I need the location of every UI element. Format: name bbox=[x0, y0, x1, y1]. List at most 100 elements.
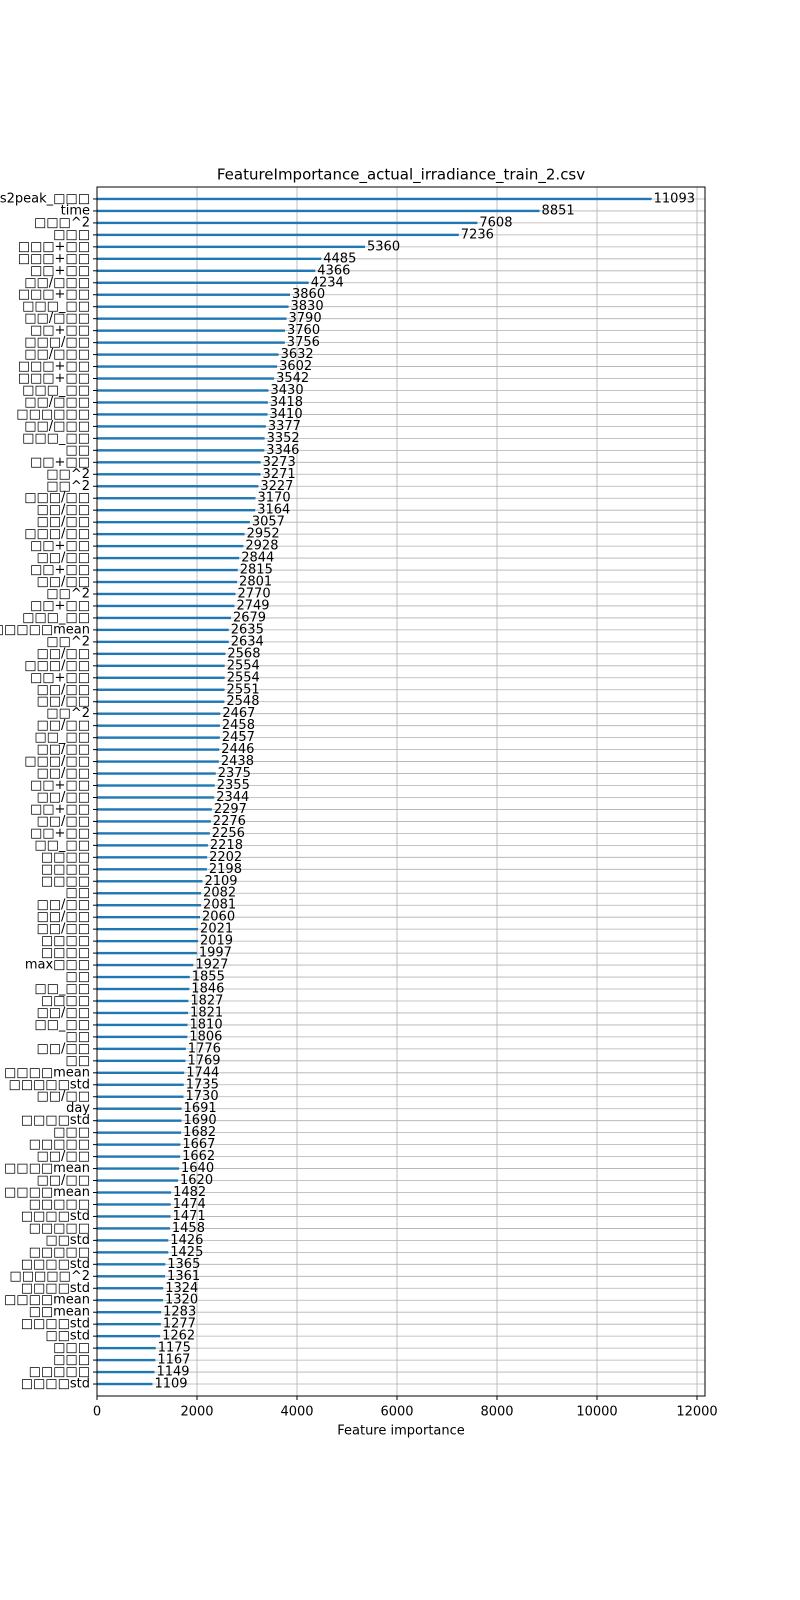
value-label: 1846 bbox=[191, 982, 224, 997]
bar bbox=[97, 1239, 169, 1242]
bar bbox=[97, 676, 225, 679]
value-label: 1769 bbox=[187, 1053, 220, 1068]
y-tick-label: □□□+□□ bbox=[18, 239, 90, 254]
bar bbox=[97, 808, 212, 811]
value-label: 1365 bbox=[167, 1257, 200, 1272]
bar bbox=[97, 1011, 189, 1015]
y-tick-label: □□□□mean bbox=[4, 1065, 90, 1080]
y-tick-label: □□□□□^2 bbox=[9, 1269, 90, 1284]
bar bbox=[97, 1035, 188, 1039]
bar bbox=[97, 425, 266, 428]
value-label: 2952 bbox=[247, 527, 280, 542]
bar bbox=[97, 868, 207, 871]
bar bbox=[97, 485, 259, 488]
y-tick-label: max□□□ bbox=[25, 958, 90, 973]
y-tick-label: □□□□std bbox=[21, 1257, 90, 1272]
bar bbox=[97, 281, 309, 284]
bar bbox=[97, 1143, 181, 1146]
bar bbox=[97, 269, 316, 272]
value-label: 1682 bbox=[183, 1125, 216, 1140]
bar bbox=[97, 628, 229, 632]
bar bbox=[97, 1287, 164, 1290]
y-tick-label: □□_□□ bbox=[34, 838, 90, 853]
bar bbox=[97, 724, 220, 727]
bar bbox=[97, 197, 652, 201]
y-tick-label: □□□+□□ bbox=[18, 371, 90, 386]
bar bbox=[97, 437, 265, 440]
bar bbox=[97, 556, 240, 560]
bar bbox=[97, 1047, 186, 1051]
value-label: 1262 bbox=[162, 1329, 195, 1344]
bar bbox=[97, 915, 200, 919]
y-tick-label: □□□_□□ bbox=[22, 383, 90, 398]
value-label: 1662 bbox=[182, 1149, 215, 1164]
bar bbox=[97, 1191, 172, 1194]
value-label: 1167 bbox=[157, 1353, 190, 1368]
bar bbox=[97, 999, 189, 1003]
y-tick-label: □□/□□ bbox=[36, 575, 90, 590]
x-tick-label: 10000 bbox=[576, 1405, 617, 1420]
value-label: 1425 bbox=[170, 1245, 203, 1260]
bar bbox=[97, 1299, 163, 1302]
bar bbox=[97, 353, 279, 356]
y-tick-label: □□+□□ bbox=[30, 802, 90, 817]
value-label: 2679 bbox=[233, 610, 266, 625]
value-label: 1690 bbox=[184, 1113, 217, 1128]
value-label: 1667 bbox=[182, 1137, 215, 1152]
value-label: 2928 bbox=[245, 539, 278, 554]
bar bbox=[97, 209, 540, 213]
y-tick-label: □□□ bbox=[53, 227, 90, 242]
y-tick-label: □□□ bbox=[53, 1341, 90, 1356]
value-label: 2344 bbox=[216, 790, 249, 805]
value-label: 3227 bbox=[260, 479, 293, 494]
y-tick-label: □□□□std bbox=[21, 1377, 90, 1392]
value-label: 3830 bbox=[291, 299, 324, 314]
value-label: 2458 bbox=[222, 718, 255, 733]
value-label: 3760 bbox=[287, 323, 320, 338]
y-tick-label: □□std bbox=[45, 1233, 90, 1248]
y-tick-label: □□^2 bbox=[46, 586, 90, 601]
bar bbox=[97, 1358, 156, 1362]
value-label: 2438 bbox=[221, 754, 254, 769]
value-label: 1482 bbox=[173, 1185, 206, 1200]
y-tick-label: □□□□ bbox=[41, 934, 90, 949]
y-tick-label: □□□□□mean bbox=[0, 622, 90, 637]
y-tick-label: □□/□□□ bbox=[24, 275, 90, 290]
value-label: 3346 bbox=[266, 443, 299, 458]
value-label: 8851 bbox=[542, 203, 575, 218]
y-tick-label: □□/□□□ bbox=[24, 347, 90, 362]
bar bbox=[97, 904, 202, 907]
bar bbox=[97, 844, 208, 847]
bar bbox=[97, 760, 219, 763]
bar bbox=[97, 856, 208, 859]
value-label: 2554 bbox=[227, 658, 260, 673]
bar bbox=[97, 580, 238, 584]
bar bbox=[97, 245, 365, 249]
bar bbox=[97, 712, 221, 715]
y-tick-label: □□ bbox=[65, 1029, 90, 1044]
bar bbox=[97, 772, 216, 775]
y-tick-label: □□□□std bbox=[21, 1281, 90, 1296]
y-tick-label: □□+□□ bbox=[30, 323, 90, 338]
y-tick-label: □□ bbox=[65, 443, 90, 458]
y-tick-label: □□□□ bbox=[41, 993, 90, 1008]
y-tick-label: □□/□□ bbox=[36, 922, 90, 937]
y-tick-label: □□/□□ bbox=[36, 898, 90, 913]
bar bbox=[97, 509, 256, 512]
y-tick-label: □□/□□ bbox=[36, 718, 90, 733]
y-tick-label: □□+□□ bbox=[30, 598, 90, 613]
y-tick-label: □□ bbox=[65, 886, 90, 901]
y-tick-label: □□+□□ bbox=[30, 778, 90, 793]
bar bbox=[97, 341, 285, 344]
y-tick-label: □□□□mean bbox=[4, 1293, 90, 1308]
bar bbox=[97, 329, 285, 332]
value-label: 1361 bbox=[167, 1269, 200, 1284]
bar bbox=[97, 736, 220, 739]
value-label: 1806 bbox=[189, 1029, 222, 1044]
bar bbox=[97, 532, 245, 536]
bar bbox=[97, 1263, 166, 1266]
value-label: 2815 bbox=[240, 563, 273, 578]
bar bbox=[97, 1023, 188, 1027]
value-label: 3632 bbox=[281, 347, 314, 362]
